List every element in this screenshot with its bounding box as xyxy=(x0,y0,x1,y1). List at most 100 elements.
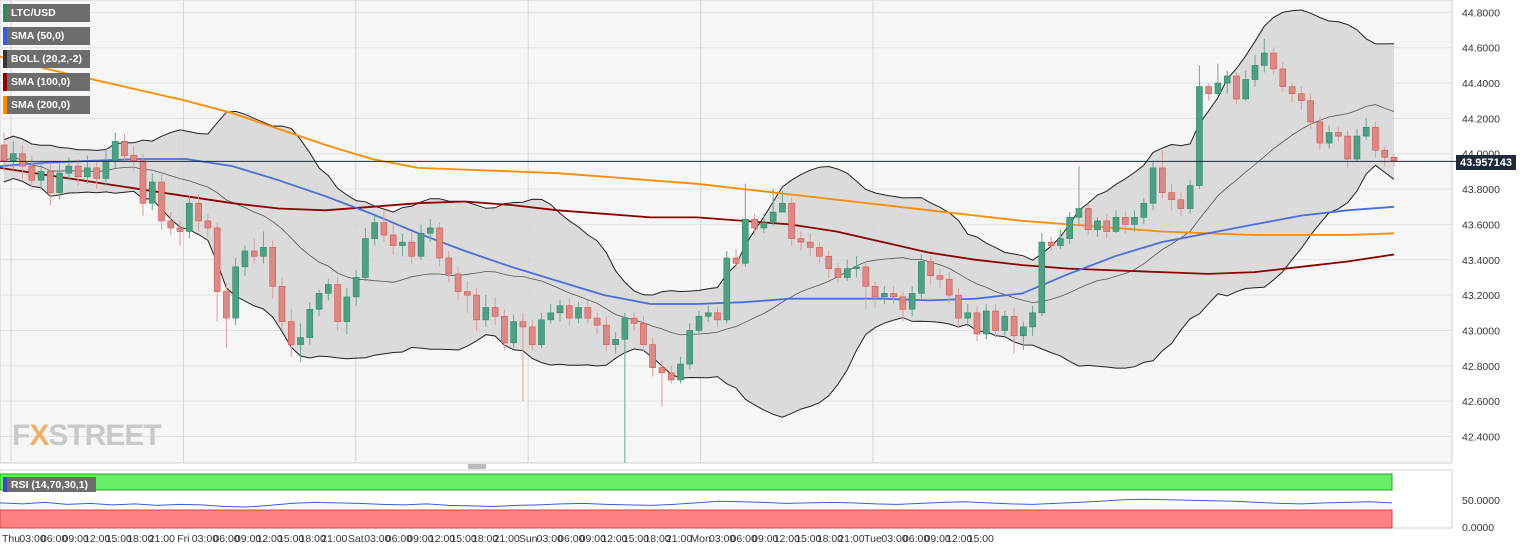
legend-sma200[interactable]: SMA (200,0) xyxy=(3,96,90,114)
candle-body xyxy=(334,284,341,322)
x-tick-label: Sun xyxy=(519,533,538,545)
x-tick-label: 21:00 xyxy=(321,533,347,545)
x-tick-label: 09:00 xyxy=(63,533,89,545)
x-tick-label: 03:00 xyxy=(19,533,45,545)
y-tick-label: 43.0000 xyxy=(1462,325,1500,337)
candle-body xyxy=(538,319,545,345)
candle-body xyxy=(927,261,934,276)
candle-body xyxy=(714,312,721,321)
x-tick-label: Tue xyxy=(864,533,882,545)
candle-body xyxy=(436,227,443,259)
y-tick-label: 42.8000 xyxy=(1462,361,1500,373)
x-tick-label: 03:00 xyxy=(881,533,907,545)
x-tick-label: 03:00 xyxy=(192,533,218,545)
candle-body xyxy=(1307,100,1314,123)
candle-body xyxy=(1094,220,1101,231)
candle-body xyxy=(612,338,619,345)
candle-body xyxy=(399,241,406,246)
candle-body xyxy=(148,181,156,204)
candle-body xyxy=(603,324,610,345)
candle-body xyxy=(306,308,314,338)
candle-body xyxy=(1020,326,1027,337)
candle-body xyxy=(584,307,592,319)
x-tick-label: 06:00 xyxy=(41,533,67,545)
x-tick-label: 21:00 xyxy=(838,533,864,545)
rsi-tick-label: 50.0000 xyxy=(1462,495,1500,507)
candle-body xyxy=(1159,167,1166,193)
candle-body xyxy=(204,220,212,229)
legend-rsi[interactable]: RSI (14,70,30,1) xyxy=(3,477,97,492)
last-price-badge: 43.957143 xyxy=(1456,155,1516,170)
candle-body xyxy=(315,293,323,310)
x-tick-label: Mon xyxy=(690,533,711,545)
candle-body xyxy=(1270,52,1277,70)
x-tick-label: 09:00 xyxy=(407,533,433,545)
candle-body xyxy=(139,160,147,204)
candle-body xyxy=(19,153,26,167)
last-price-value: 43.957143 xyxy=(1460,156,1512,169)
x-tick-label: 09:00 xyxy=(235,533,261,545)
x-tick-label: 18:00 xyxy=(472,533,498,545)
candle-body xyxy=(779,202,786,213)
x-tick-label: 03:00 xyxy=(709,533,735,545)
candle-body xyxy=(65,165,73,174)
legend-label: SMA (100,0) xyxy=(11,76,71,88)
x-tick-label: 15:00 xyxy=(278,533,304,545)
candle-body xyxy=(1075,208,1083,218)
candle-body xyxy=(93,167,100,179)
x-tick-label: 06:00 xyxy=(903,533,929,545)
candle-body xyxy=(992,310,999,331)
candle-body xyxy=(1131,217,1138,225)
candle-body xyxy=(176,227,184,232)
candle-body xyxy=(417,232,425,257)
legend-label: SMA (50,0) xyxy=(11,30,65,42)
y-tick-label: 43.8000 xyxy=(1462,184,1500,196)
y-tick-label: 43.2000 xyxy=(1462,290,1500,302)
x-tick-label: 12:00 xyxy=(774,533,800,545)
rsi-tick-label: 0.0000 xyxy=(1462,522,1494,534)
candle-body xyxy=(84,167,91,178)
candle-body xyxy=(1010,316,1018,337)
candle-body xyxy=(1362,126,1370,137)
candle-body xyxy=(519,321,527,328)
candle-body xyxy=(371,222,378,239)
candle-body xyxy=(1242,79,1250,100)
candle-body xyxy=(1196,86,1203,186)
candle-body xyxy=(1066,217,1073,239)
legend-sma50[interactable]: SMA (50,0) xyxy=(3,27,90,45)
rsi-oversold-zone xyxy=(0,509,1393,529)
candle-body xyxy=(908,293,916,310)
candle-body xyxy=(862,266,870,287)
legend-symbol[interactable]: LTC/USD xyxy=(3,4,90,22)
candle-body xyxy=(1038,241,1046,314)
candle-body xyxy=(1057,238,1064,246)
candle-body xyxy=(853,266,860,269)
candle-body xyxy=(1279,68,1287,87)
candle-body xyxy=(325,284,332,294)
candle-body xyxy=(1112,217,1120,232)
x-tick-label: Thu xyxy=(2,533,20,545)
candle-body xyxy=(982,310,990,335)
candle-body xyxy=(955,294,962,319)
candle-body xyxy=(102,160,110,179)
candle-body xyxy=(677,363,684,381)
legend-sma100[interactable]: SMA (100,0) xyxy=(3,73,90,91)
y-axis: 44.800044.600044.400044.200044.000043.80… xyxy=(1462,7,1500,534)
x-tick-label: 15:00 xyxy=(795,533,821,545)
candle-body xyxy=(260,247,267,257)
x-tick-label: 09:00 xyxy=(752,533,778,545)
candle-body xyxy=(195,202,202,222)
candle-body xyxy=(380,222,388,236)
candle-body xyxy=(1168,192,1175,200)
candle-body xyxy=(945,278,953,296)
legend-boll[interactable]: BOLL (20,2,-2) xyxy=(3,50,90,68)
y-tick-label: 44.6000 xyxy=(1462,43,1500,55)
y-tick-label: 43.6000 xyxy=(1462,219,1500,231)
candle-body xyxy=(1047,241,1055,246)
sma100-line xyxy=(0,167,1395,275)
candle-body xyxy=(723,257,731,321)
candle-body xyxy=(297,337,304,345)
x-tick-label: 06:00 xyxy=(213,533,239,545)
candle-body xyxy=(843,268,851,278)
